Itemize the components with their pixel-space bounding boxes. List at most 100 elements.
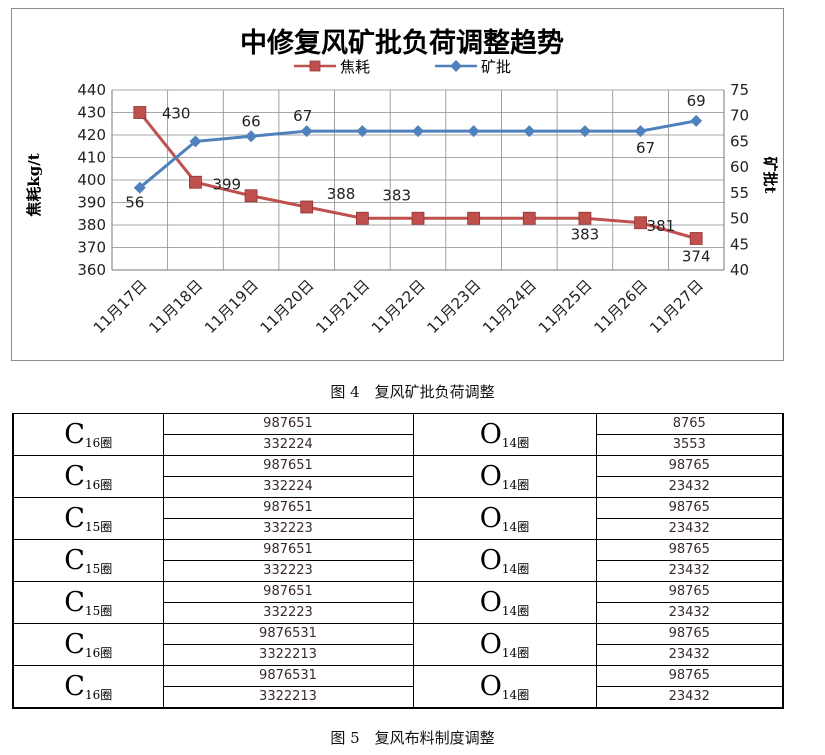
ore-symbol: O [480,545,502,576]
coke-ring-cell: C16圈 [13,666,163,709]
y-left-tick-label: 390 [77,194,106,212]
coke-ring-cell: C16圈 [13,624,163,666]
x-tick-label: 11月24日 [479,276,540,337]
coke-ring-count: 16圈 [85,646,112,660]
coke-angle-positions: 987651 [163,540,413,561]
y-left-tick-label: 400 [77,171,106,189]
data-point [301,201,313,213]
svg-text:焦耗kg/t: 焦耗kg/t [25,153,43,217]
coke-ring-count: 16圈 [85,478,112,492]
y-right-tick-label: 60 [730,158,749,176]
ore-ring-count: 14圈 [502,562,529,576]
coke-ring-count: 16圈 [85,436,112,450]
svg-text:矿批t: 矿批t [761,157,779,194]
x-tick-label: 11月23日 [424,276,485,337]
ore-angle-positions: 8765 [596,414,783,435]
data-point [635,217,647,229]
coke-symbol: C [64,503,85,534]
ore-ring-counts: 23432 [596,477,783,498]
ore-angle-positions: 98765 [596,540,783,561]
coke-ring-counts: 3322213 [163,645,413,666]
x-tick-label: 11月27日 [646,276,707,337]
ore-angle-positions: 98765 [596,456,783,477]
ore-ring-cell: O14圈 [413,666,596,709]
y-right-tick-label: 40 [730,261,749,279]
data-point [523,212,535,224]
table-row: C15圈 987651 O14圈 98765 [13,540,783,561]
ore-angle-positions: 98765 [596,624,783,645]
coke-symbol: C [64,461,85,492]
x-tick-label: 11月17日 [90,276,151,337]
coke-ring-counts: 332223 [163,561,413,582]
ore-ring-cell: O14圈 [413,498,596,540]
data-point [412,212,424,224]
ore-symbol: O [480,587,502,618]
data-label: 383 [382,186,411,204]
data-label: 383 [571,225,600,243]
ore-ring-counts: 3553 [596,435,783,456]
table-row: C15圈 987651 O14圈 98765 [13,582,783,603]
ore-ring-counts: 23432 [596,603,783,624]
ore-ring-cell: O14圈 [413,540,596,582]
ore-ring-cell: O14圈 [413,582,596,624]
data-label: 399 [212,175,241,193]
ore-ring-counts: 23432 [596,561,783,582]
legend-label-coke: 焦耗 [340,58,370,76]
coke-angle-positions: 9876531 [163,666,413,687]
y-right-tick-label: 55 [730,184,749,202]
data-label: 67 [293,107,312,125]
table-row: C15圈 987651 O14圈 98765 [13,498,783,519]
data-point [356,212,368,224]
ore-symbol: O [480,503,502,534]
data-point [690,233,702,245]
coke-angle-positions: 987651 [163,414,413,435]
data-label: 66 [242,112,261,130]
ore-ring-counts: 23432 [596,519,783,540]
coke-angle-positions: 987651 [163,582,413,603]
coke-ring-count: 15圈 [85,562,112,576]
x-tick-label: 11月26日 [590,276,651,337]
ore-symbol: O [480,419,502,450]
x-tick-label: 11月20日 [257,276,318,337]
y-left-tick-label: 420 [77,126,106,144]
chart-panel: 中修复风矿批负荷调整趋势 焦耗 矿批 360 370 380 390 400 410 420… [11,8,784,361]
y-right-tick-label: 70 [730,107,749,125]
y-right-tick-label: 65 [730,132,749,150]
table-row: C16圈 987651 O14圈 98765 [13,456,783,477]
ore-ring-count: 14圈 [502,646,529,660]
coke-angle-positions: 9876531 [163,624,413,645]
ore-ring-counts: 23432 [596,645,783,666]
ore-angle-positions: 98765 [596,582,783,603]
data-point [468,212,480,224]
coke-symbol: C [64,587,85,618]
coke-ring-count: 15圈 [85,520,112,534]
data-point [245,190,257,202]
ore-ring-count: 14圈 [502,688,529,702]
y-right-tick-label: 75 [730,81,749,99]
data-point [189,176,201,188]
coke-angle-positions: 987651 [163,498,413,519]
coke-ring-counts: 3322213 [163,687,413,709]
coke-ring-cell: C15圈 [13,540,163,582]
y-left-tick-label: 380 [77,216,106,234]
data-point [134,107,146,119]
data-point [245,130,257,142]
ore-symbol: O [480,629,502,660]
ore-ring-cell: O14圈 [413,414,596,456]
ore-ring-count: 14圈 [502,520,529,534]
legend: 焦耗 矿批 [294,58,511,76]
coke-ring-counts: 332224 [163,477,413,498]
y-right-tick-label: 50 [730,210,749,228]
coke-symbol: C [64,671,85,702]
coke-ring-counts: 332223 [163,603,413,624]
data-labels: 430 399 388 383 383 381 374 56 66 67 67 69 [125,92,710,266]
trend-chart: 中修复风矿批负荷调整趋势 焦耗 矿批 360370380390400410420… [12,9,783,360]
y-left-tick-label: 410 [77,149,106,167]
coke-ring-count: 15圈 [85,604,112,618]
data-label: 374 [682,248,711,266]
y-axis-right-label: 矿批t [761,157,779,194]
y-left-tick-label: 360 [77,261,106,279]
ore-ring-count: 14圈 [502,436,529,450]
data-point [579,212,591,224]
coke-ring-cell: C16圈 [13,414,163,456]
